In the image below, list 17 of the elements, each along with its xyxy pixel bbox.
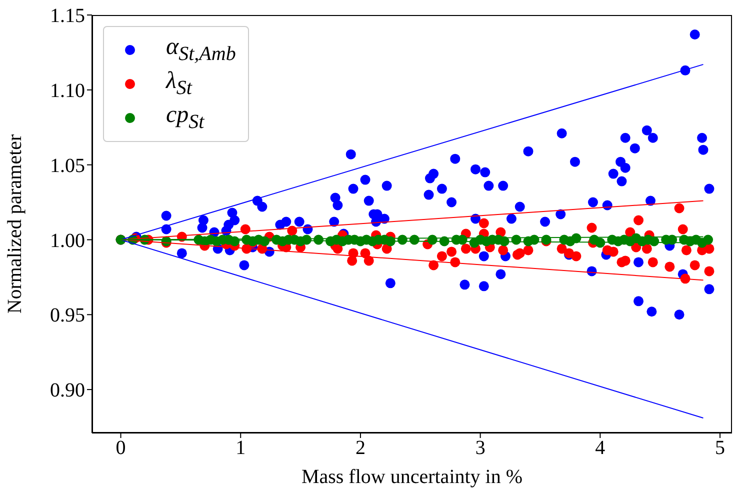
legend-label: λ$_{St}$ <box>166 68 192 100</box>
y-tick-label: 1.10 <box>50 80 85 102</box>
y-tick-label: 0.95 <box>50 304 85 327</box>
y-tick-label: 1.00 <box>50 230 85 252</box>
y-axis-title: Normalized parameter <box>4 134 26 314</box>
legend-label: cp$_{St}$ <box>166 102 204 134</box>
x-tick-label: 0 <box>116 437 126 460</box>
x-tick-label: 5 <box>715 437 726 460</box>
y-tick-label: 0.90 <box>50 380 85 402</box>
x-tick-label: 1 <box>236 437 246 460</box>
x-axis-title: Mass flow uncertainty in % <box>301 466 523 488</box>
x-tick-label: 3 <box>475 437 486 460</box>
x-tick-label: 2 <box>355 437 366 460</box>
legend-label: α$_{St,Amb}$ <box>166 34 236 66</box>
y-tick-label: 1.15 <box>50 5 85 28</box>
y-tick-label: 1.05 <box>50 154 85 177</box>
x-tick-label: 4 <box>595 437 606 460</box>
